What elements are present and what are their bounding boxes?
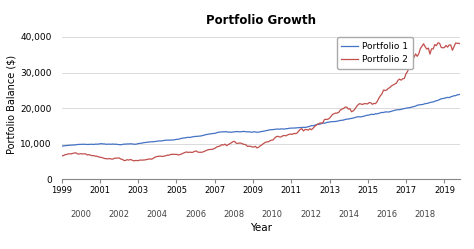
Text: 2004: 2004: [147, 210, 168, 219]
Text: 2000: 2000: [70, 210, 91, 219]
Portfolio 2: [181, 152, 186, 155]
Text: 2002: 2002: [109, 210, 129, 219]
Text: 2012: 2012: [300, 210, 321, 219]
Text: 2008: 2008: [223, 210, 245, 219]
Text: 2014: 2014: [338, 210, 359, 219]
Legend: Portfolio 1, Portfolio 2: Portfolio 1, Portfolio 2: [337, 37, 413, 69]
Portfolio 1: [59, 145, 64, 148]
Portfolio 2: [59, 154, 64, 157]
Portfolio 2: [379, 92, 385, 95]
Portfolio 1: [377, 111, 383, 114]
Text: 2010: 2010: [262, 210, 283, 219]
Title: Portfolio Growth: Portfolio Growth: [206, 14, 316, 27]
Line: Portfolio 2: Portfolio 2: [62, 42, 464, 161]
Text: 2016: 2016: [376, 210, 398, 219]
Line: Portfolio 1: Portfolio 1: [62, 94, 464, 146]
Portfolio 1: [451, 94, 457, 97]
Portfolio 2: [131, 159, 137, 162]
Text: 2018: 2018: [415, 210, 436, 219]
X-axis label: Year: Year: [250, 223, 272, 233]
Portfolio 1: [461, 92, 466, 95]
Portfolio 1: [67, 144, 73, 147]
Portfolio 1: [341, 119, 346, 122]
Portfolio 1: [179, 137, 184, 140]
Portfolio 2: [317, 122, 322, 125]
Portfolio 2: [453, 42, 458, 45]
Portfolio 2: [459, 41, 465, 44]
Portfolio 2: [342, 106, 348, 109]
Portfolio 2: [461, 42, 466, 45]
Text: 2006: 2006: [185, 210, 206, 219]
Y-axis label: Portfolio Balance ($): Portfolio Balance ($): [6, 55, 16, 154]
Portfolio 2: [67, 152, 73, 155]
Portfolio 1: [315, 123, 321, 126]
